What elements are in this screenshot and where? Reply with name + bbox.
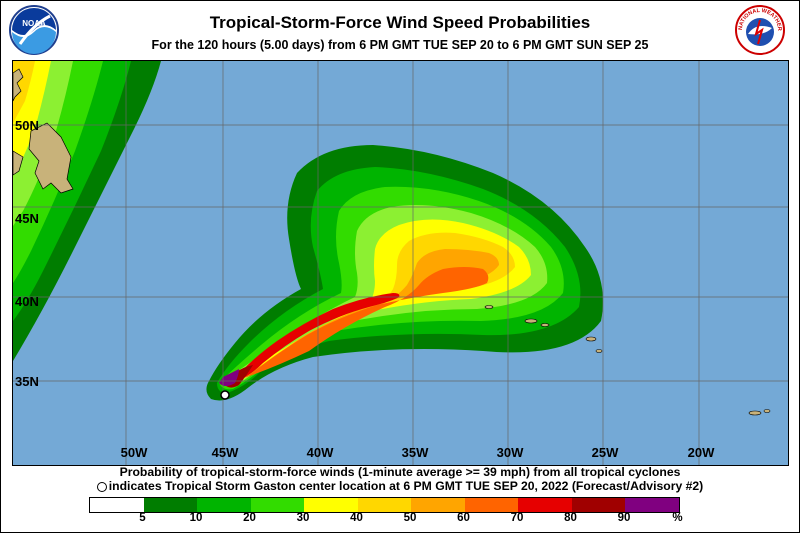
legend-label: 80 (564, 512, 577, 524)
legend-swatch (411, 498, 465, 512)
legend-swatch (250, 498, 304, 512)
storm-center-marker (220, 390, 230, 400)
legend-swatch (90, 498, 144, 512)
lat-label-40n: 40N (15, 294, 39, 309)
nws-logo: NATIONAL WEATHER SERVICE (734, 4, 785, 55)
legend-swatch (357, 498, 411, 512)
probability-map: 50N 45N 40N 35N 50W 45W 40W 35W 30W 25W … (12, 60, 789, 466)
legend-label: 40 (350, 512, 363, 524)
lat-label-45n: 45N (15, 211, 39, 226)
legend-swatch (197, 498, 251, 512)
page-title: Tropical-Storm-Force Wind Speed Probabil… (209, 13, 591, 32)
probability-legend (89, 497, 680, 513)
legend-swatch (571, 498, 625, 512)
lon-label-50w: 50W (121, 445, 148, 460)
noaa-logo-text: NOAA (22, 19, 46, 28)
legend-swatch (143, 498, 197, 512)
legend-swatch (625, 498, 679, 512)
legend-label: 30 (296, 512, 310, 524)
page-subtitle: For the 120 hours (5.00 days) from 6 PM … (151, 38, 649, 52)
grid-lines (13, 61, 788, 465)
legend-label: 5 (139, 512, 146, 524)
land-outline (13, 68, 74, 194)
legend-labels: 5 10 20 30 40 50 60 70 80 90% (0, 512, 800, 526)
legend-swatch (518, 498, 572, 512)
gaston-swath (206, 145, 603, 401)
footer-caption-line1: Probability of tropical-storm-force wind… (119, 465, 681, 479)
footer-caption-line2-text: indicates Tropical Storm Gaston center l… (108, 479, 704, 493)
lon-label-35w: 35W (402, 445, 429, 460)
legend-label: 90 (617, 512, 631, 524)
legend-label: 70 (510, 512, 524, 524)
legend-swatch (464, 498, 518, 512)
map-svg: 50N 45N 40N 35N 50W 45W 40W 35W 30W 25W … (13, 61, 788, 465)
legend-swatch (304, 498, 358, 512)
noaa-logo: NOAA (9, 5, 59, 55)
header: NOAA Tropical-Storm-Force Wind Speed Pro… (0, 0, 800, 60)
lat-label-50n: 50N (15, 118, 39, 133)
lon-label-45w: 45W (212, 445, 239, 460)
legend-label: 10 (189, 512, 203, 524)
lon-label-20w: 20W (688, 445, 715, 460)
footer-caption-line2: indicates Tropical Storm Gaston center l… (0, 479, 800, 493)
lon-label-40w: 40W (307, 445, 334, 460)
lat-label-35n: 35N (15, 374, 39, 389)
legend-label: 60 (457, 512, 470, 524)
lon-label-30w: 30W (497, 445, 524, 460)
lon-label-25w: 25W (592, 445, 619, 460)
legend-label: % (672, 512, 683, 524)
legend-label: 20 (243, 512, 256, 524)
azores-islands (484, 305, 771, 416)
storm-center-legend-icon (96, 481, 107, 492)
legend-label: 50 (403, 512, 417, 524)
